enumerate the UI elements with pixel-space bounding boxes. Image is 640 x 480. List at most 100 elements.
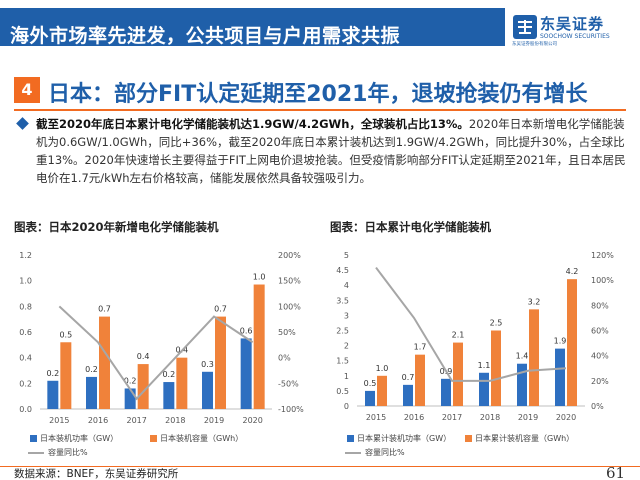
company-logo: 东吴证券 SOOCHOW SECURITIES 东吴证券股份有限公司 (512, 12, 636, 47)
y-tick-right: 50% (278, 328, 296, 337)
bar (240, 338, 252, 409)
x-tick-label: 2020 (556, 413, 576, 422)
legend-label: 日本累计装机容量（GWh） (475, 433, 574, 443)
y-tick-left: 4.5 (336, 266, 349, 275)
bar-value-label: 2.1 (452, 331, 465, 340)
y-tick-right: 0% (278, 354, 291, 363)
bar (124, 388, 136, 409)
bar (47, 380, 59, 409)
y-tick-left: 0.2 (19, 379, 32, 388)
y-tick-left: 4 (344, 281, 349, 290)
page-number: 61 (606, 464, 626, 480)
y-tick-left: 2 (344, 342, 349, 351)
legend-swatch (465, 435, 472, 442)
y-tick-left: 0.5 (336, 387, 349, 396)
bar-value-label: 0.2 (85, 365, 98, 374)
y-tick-left: 2.5 (336, 327, 349, 336)
bar-value-label: 1.1 (478, 361, 491, 370)
bar-value-label: 0.7 (214, 305, 227, 314)
bar (86, 376, 97, 409)
bar-value-label: 4.2 (566, 267, 579, 276)
y-tick-left: 1.0 (19, 277, 32, 286)
series-line (58, 305, 254, 401)
bar-value-label: 0.7 (402, 373, 415, 382)
bar (555, 348, 565, 406)
bar (215, 316, 226, 409)
bar (202, 371, 213, 409)
x-tick-label: 2018 (165, 416, 185, 425)
y-tick-right: 40% (591, 352, 609, 361)
page-title: 海外市场率先进发，公共项目与户用需求共振 (10, 25, 401, 47)
header: 海外市场率先进发，公共项目与户用需求共振 东吴证券 SOOCHOW SECURI… (0, 0, 640, 52)
y-tick-left: 1.5 (336, 357, 349, 366)
y-tick-right: 20% (591, 377, 609, 386)
bar (441, 378, 451, 406)
section-heading: 4 日本：部分FIT认定延期至2021年，退坡抢装仍有增长 (14, 75, 626, 111)
legend-label: 容量同比% (365, 447, 405, 457)
summary-body: 2020年日本新增电化学储能装机为0.6GW/1.0GWh，同比+36%，截至2… (36, 117, 626, 185)
chart-new-installations: 0.0 0.2 0.4 0.6 0.8 1.0 1.2 -100% -50% 0% 50% 100% 1… (19, 251, 304, 457)
bar (403, 384, 413, 406)
y-tick-right: 120% (591, 251, 614, 260)
bar-value-label: 0.3 (201, 360, 214, 369)
section-divider (14, 109, 626, 111)
bar-value-label: 0.2 (162, 370, 175, 379)
y-tick-left: 0.4 (19, 354, 32, 363)
bar (491, 330, 501, 406)
logo-tag-text: 东吴证券股份有限公司 (512, 42, 557, 47)
bar-value-label: 0.7 (98, 305, 111, 314)
y-tick-right: 100% (591, 276, 614, 285)
bar-value-label: 1.4 (516, 352, 529, 361)
data-source: 数据来源：BNEF，东吴证券研究所 (14, 468, 179, 480)
bar-value-label: 0.5 (364, 379, 377, 388)
y-tick-left: 0.8 (19, 302, 32, 311)
legend-swatch (30, 435, 37, 442)
bar-value-label: 0.5 (59, 330, 72, 339)
y-tick-right: 0% (591, 402, 604, 411)
bar-value-label: 0.2 (124, 376, 137, 385)
y-tick-right: -50% (278, 379, 299, 388)
x-tick-label: 2017 (442, 413, 462, 422)
y-tick-left: 1 (344, 372, 349, 381)
bar (163, 382, 175, 409)
x-tick-label: 2019 (204, 416, 224, 425)
x-tick-label: 2016 (88, 416, 108, 425)
bar-value-label: 0.2 (46, 369, 59, 378)
diamond-bullet-icon (16, 117, 29, 130)
legend-label: 容量同比% (48, 447, 88, 457)
y-tick-right: -100% (278, 405, 304, 414)
bar-value-label: 2.5 (490, 319, 503, 328)
legend-label: 日本装机功率（GW） (40, 433, 118, 443)
y-tick-left: 5 (344, 251, 349, 260)
y-tick-right: 60% (591, 327, 609, 336)
x-tick-label: 2019 (518, 413, 538, 422)
x-tick-label: 2018 (480, 413, 500, 422)
bar (479, 372, 489, 406)
legend-label: 日本累计装机功率（GW） (357, 433, 451, 443)
y-tick-left: 3.5 (336, 296, 349, 305)
bar-value-label: 3.2 (528, 297, 541, 306)
legend-swatch (347, 435, 354, 442)
x-tick-label: 2015 (366, 413, 386, 422)
y-tick-right: 150% (278, 277, 301, 286)
bar-value-label: 1.0 (253, 273, 266, 282)
bar-value-label: 1.9 (554, 337, 567, 346)
chart-cumulative-installations: 0 0.5 1 1.5 2 2.5 3 3.5 4 4.5 5 0% 20% 40% 60% 80% 100% 1… (336, 251, 614, 457)
y-tick-left: 1.2 (19, 251, 32, 260)
header-bar: 海外市场率先进发，公共项目与户用需求共振 (0, 8, 505, 47)
x-tick-label: 2016 (404, 413, 424, 422)
x-tick-label: 2015 (49, 416, 69, 425)
bar (377, 375, 387, 406)
x-tick-label: 2020 (242, 416, 262, 425)
summary-bold: 截至2020年底日本累计电化学储能装机达1.9GW/4.2GWh，全球装机占比1… (36, 117, 469, 131)
bar (453, 342, 463, 406)
y-tick-right: 200% (278, 251, 301, 260)
bar (99, 316, 110, 409)
legend-label: 日本装机容量（GWh） (160, 433, 243, 443)
bar (137, 364, 149, 409)
bar (567, 279, 577, 406)
bar (517, 363, 527, 406)
logo-sub-text: SOOCHOW SECURITIES (540, 33, 610, 40)
chart1-title: 图表：日本2020年新增电化学储能装机 (14, 220, 219, 234)
bar (415, 354, 425, 406)
